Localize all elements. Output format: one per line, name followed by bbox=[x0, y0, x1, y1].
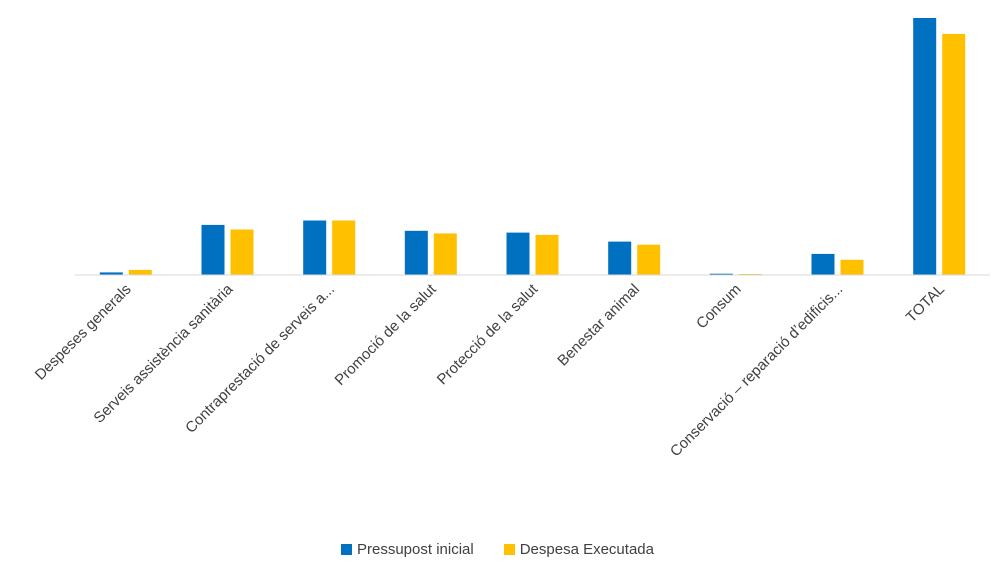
category-label-4: Promoció de la salut bbox=[332, 280, 441, 389]
legend-swatch-series-1 bbox=[341, 544, 352, 555]
bar-pressupost-6 bbox=[608, 241, 632, 275]
bar-pressupost-8 bbox=[811, 253, 835, 275]
legend-label-series-1: Pressupost inicial bbox=[357, 541, 474, 558]
bar-pressupost-4 bbox=[404, 230, 428, 275]
bars-group bbox=[99, 18, 966, 276]
legend: Pressupost inicial Despesa Executada bbox=[0, 541, 995, 558]
legend-item-series-1: Pressupost inicial bbox=[341, 541, 474, 558]
category-label-7: Consum bbox=[693, 281, 745, 333]
bar-pressupost-3 bbox=[303, 220, 327, 275]
bar-despesa-8 bbox=[840, 259, 864, 275]
bar-pressupost-9 bbox=[913, 18, 937, 275]
legend-item-series-2: Despesa Executada bbox=[503, 541, 654, 558]
bar-pressupost-1 bbox=[99, 272, 123, 275]
legend-label-series-2: Despesa Executada bbox=[519, 541, 654, 558]
category-label-9: TOTAL bbox=[903, 281, 948, 326]
bar-pressupost-2 bbox=[201, 224, 225, 275]
bar-despesa-9 bbox=[942, 33, 966, 276]
bar-despesa-1 bbox=[128, 269, 152, 275]
bar-despesa-5 bbox=[535, 234, 559, 275]
category-label-6: Benestar animal bbox=[554, 281, 643, 370]
bar-despesa-2 bbox=[230, 229, 254, 275]
category-label-1: Despeses generals bbox=[32, 281, 135, 384]
category-label-5: Protecció de la salut bbox=[434, 280, 542, 388]
bar-despesa-3 bbox=[332, 220, 356, 275]
bar-pressupost-5 bbox=[506, 232, 530, 275]
bar-despesa-4 bbox=[433, 233, 457, 275]
legend-swatch-series-2 bbox=[503, 544, 515, 555]
category-label-8: Conservació – reparació d’edificis... bbox=[667, 281, 846, 460]
bar-pressupost-7 bbox=[709, 273, 733, 275]
bar-despesa-6 bbox=[637, 244, 661, 275]
